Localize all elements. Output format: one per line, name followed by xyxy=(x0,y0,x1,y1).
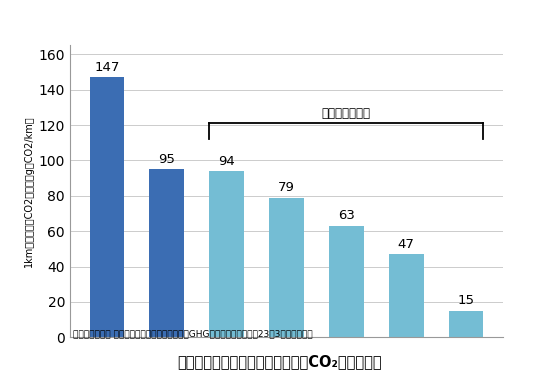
Text: 147: 147 xyxy=(94,61,120,74)
Bar xyxy=(149,169,184,337)
Text: 79: 79 xyxy=(278,181,295,194)
Text: 燃料電池自動車: 燃料電池自動車 xyxy=(322,107,371,120)
Bar xyxy=(269,197,304,337)
Bar xyxy=(89,77,124,337)
Text: 15: 15 xyxy=(458,294,475,307)
Bar xyxy=(329,226,364,337)
Text: 出典：財団法人 日本自動車研究所「総合効率とGHG排出の分析」（平成23年3月）より作成: 出典：財団法人 日本自動車研究所「総合効率とGHG排出の分析」（平成23年3月）… xyxy=(73,330,312,339)
Text: 94: 94 xyxy=(218,155,235,168)
Text: ガソリン車等と燃料電池自動車のCO₂排出量比較: ガソリン車等と燃料電池自動車のCO₂排出量比較 xyxy=(177,354,382,370)
Text: 95: 95 xyxy=(158,153,175,166)
Bar xyxy=(449,311,484,337)
Bar xyxy=(389,254,424,337)
Text: 63: 63 xyxy=(338,209,355,222)
Bar xyxy=(209,171,244,337)
Y-axis label: 1km走行あたりCO2排出量（gシCO2/km）: 1km走行あたりCO2排出量（gシCO2/km） xyxy=(25,116,34,267)
Text: 47: 47 xyxy=(398,238,415,251)
